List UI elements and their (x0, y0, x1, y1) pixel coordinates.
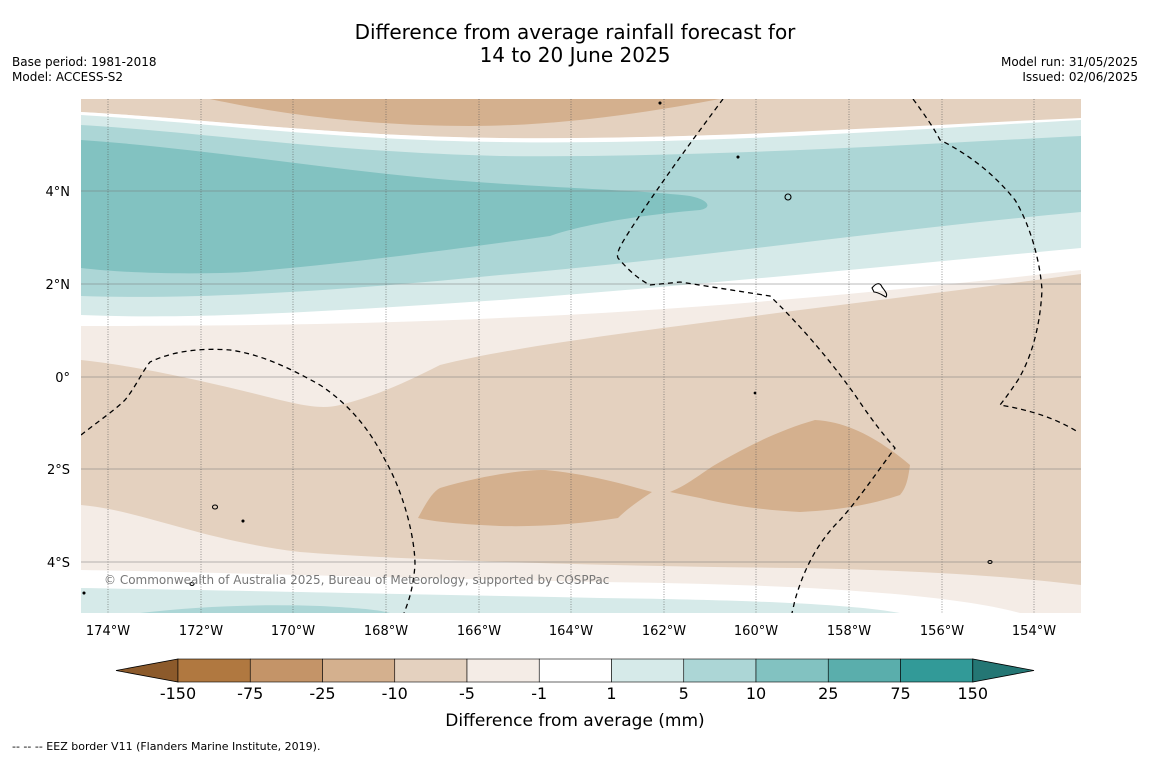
lat-label: 2°N (46, 278, 71, 293)
colorbar-segment (177, 658, 251, 683)
island-6 (736, 155, 740, 159)
colorbar-tick-label: 5 (679, 684, 689, 703)
island-2 (189, 581, 195, 587)
colorbar-tick-label: -150 (160, 684, 196, 703)
lon-label: 156°W (920, 624, 964, 639)
island-7 (241, 519, 245, 523)
lon-label: 164°W (549, 624, 593, 639)
island-8 (753, 391, 757, 395)
colorbar-segment (611, 658, 685, 683)
colorbar-segment (394, 658, 468, 683)
lon-label: 160°W (734, 624, 778, 639)
lon-label: 168°W (364, 624, 408, 639)
colorbar-tick-label: 75 (890, 684, 910, 703)
map-field (81, 99, 1081, 613)
lon-label: 154°W (1012, 624, 1056, 639)
colorbar-tick-label: 150 (957, 684, 988, 703)
colorbar-segment (683, 658, 757, 683)
copyright-text: © Commonwealth of Australia 2025, Bureau… (104, 573, 609, 587)
title-line-2: 14 to 20 June 2025 (479, 43, 671, 67)
colorbar-tick-label: -1 (531, 684, 547, 703)
island-4 (987, 559, 993, 565)
island-9 (82, 591, 86, 595)
issued-label: Issued: 02/06/2025 (1022, 70, 1138, 84)
colorbar-arrow-low (115, 658, 179, 683)
meta-left: Base period: 1981-2018 Model: ACCESS-S2 (12, 55, 157, 85)
colorbar-arrow-high (972, 658, 1035, 683)
island-1 (211, 504, 219, 510)
colorbar-ticks: -150 -75 -25 -10 -5 -1 1 5 10 25 75 150 (160, 684, 988, 703)
colorbar-segment (827, 658, 901, 683)
island-5 (658, 101, 662, 105)
model-run-label: Model run: 31/05/2025 (1000, 55, 1138, 69)
lat-label: 4°S (47, 556, 70, 571)
colorbar-segment (900, 658, 974, 683)
colorbar-tick-label: -25 (309, 684, 335, 703)
colorbar-segment (466, 658, 540, 683)
grid-lines (81, 99, 1081, 613)
lon-label: 170°W (271, 624, 315, 639)
island-kiritimati (871, 283, 888, 298)
lat-label: 0° (55, 371, 70, 386)
model-label: Model: ACCESS-S2 (12, 70, 124, 84)
contour-wet-10-25-lower (81, 238, 560, 289)
contour-south-dry-10-25-west (418, 470, 652, 527)
contour-south-dry-10-25-east (670, 420, 910, 512)
eez-border-east (616, 99, 896, 613)
colorbar-tick-label: -10 (382, 684, 408, 703)
colorbar (115, 658, 1035, 683)
eez-border-west (81, 348, 416, 613)
colorbar-segment (249, 658, 323, 683)
longitude-labels: 174°W 172°W 170°W 168°W 166°W 164°W 162°W 160°W… (86, 624, 1056, 639)
colorbar-tick-label: -75 (237, 684, 263, 703)
base-period-label: Base period: 1981-2018 (12, 55, 157, 69)
colorbar-segment (538, 658, 612, 683)
colorbar-segment (755, 658, 829, 683)
colorbar-tick-label: -5 (459, 684, 475, 703)
contour-south-wet-5-10 (140, 605, 390, 613)
colorbar-tick-label: 1 (606, 684, 616, 703)
eez-footnote: -- -- -- EEZ border V11 (Flanders Marine… (12, 740, 321, 753)
lat-label: 2°S (47, 463, 70, 478)
colorbar-segment (322, 658, 396, 683)
contour-wet-10-25 (81, 140, 708, 276)
title-line-1: Difference from average rainfall forecas… (354, 20, 796, 44)
lon-label: 174°W (86, 624, 130, 639)
islands (82, 101, 993, 595)
latitude-labels: 4°N 2°N 0° 2°S 4°S (46, 185, 71, 571)
colorbar-tick-label: 25 (818, 684, 838, 703)
colorbar-title: Difference from average (mm) (445, 711, 704, 731)
meta-right: Model run: 31/05/2025 Issued: 02/06/2025 (1001, 55, 1138, 85)
contour-north-dry-mid (210, 99, 720, 126)
lon-label: 158°W (827, 624, 871, 639)
colorbar-tick-label: 10 (746, 684, 766, 703)
lon-label: 166°W (457, 624, 501, 639)
lat-label: 4°N (46, 185, 71, 200)
lon-label: 162°W (642, 624, 686, 639)
island-3 (784, 193, 792, 201)
lon-label: 172°W (179, 624, 223, 639)
